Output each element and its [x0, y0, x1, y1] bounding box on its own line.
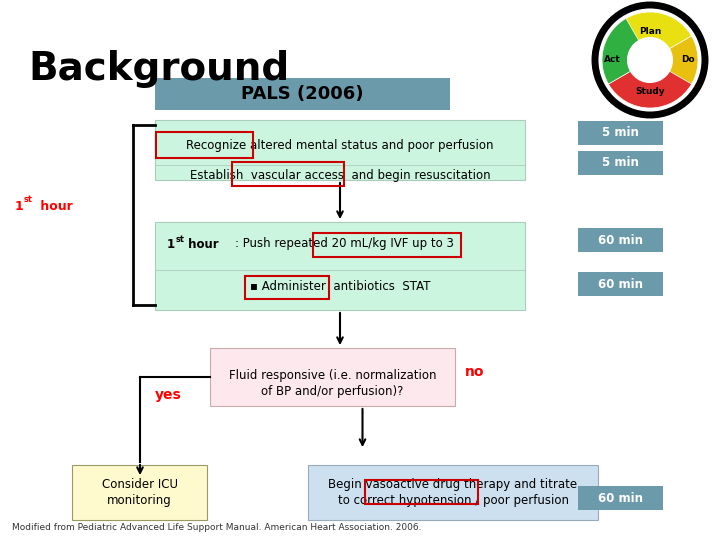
Text: st: st — [176, 235, 185, 245]
Circle shape — [627, 37, 673, 83]
Text: 60 min: 60 min — [598, 278, 642, 291]
Text: 1: 1 — [15, 199, 24, 213]
Bar — [210, 348, 455, 406]
Text: hour: hour — [184, 238, 219, 251]
Text: ▪ Administer  antibiotics  STAT: ▪ Administer antibiotics STAT — [250, 280, 431, 293]
Text: of BP and/or perfusion)?: of BP and/or perfusion)? — [261, 386, 404, 399]
Bar — [308, 465, 598, 520]
Text: to correct hypotension / poor perfusion: to correct hypotension / poor perfusion — [338, 494, 569, 507]
Wedge shape — [650, 36, 698, 102]
Bar — [578, 121, 663, 145]
Text: 1: 1 — [167, 238, 175, 251]
Bar — [365, 480, 478, 504]
Text: hour: hour — [36, 199, 73, 213]
Bar — [245, 276, 329, 299]
Text: Study: Study — [635, 87, 665, 96]
Text: 5 min: 5 min — [602, 157, 639, 170]
Bar — [156, 132, 253, 158]
Wedge shape — [608, 12, 692, 60]
Text: yes: yes — [155, 388, 181, 402]
Wedge shape — [602, 18, 650, 84]
Bar — [313, 233, 461, 257]
Text: : Push repeated 20 mL/kg IVF up to 3: : Push repeated 20 mL/kg IVF up to 3 — [235, 238, 454, 251]
Text: monitoring: monitoring — [107, 494, 172, 507]
Bar — [578, 151, 663, 175]
Bar — [578, 228, 663, 252]
Text: no: no — [465, 365, 485, 379]
Bar — [155, 78, 450, 110]
Text: Establish  vascular access  and begin resuscitation: Establish vascular access and begin resu… — [189, 168, 490, 181]
Text: Consider ICU: Consider ICU — [102, 478, 178, 491]
Bar — [155, 222, 525, 310]
Text: 60 min: 60 min — [598, 233, 642, 246]
Bar — [232, 162, 344, 186]
Text: Background: Background — [28, 50, 289, 88]
Bar — [578, 272, 663, 296]
Text: 5 min: 5 min — [602, 126, 639, 139]
Bar — [155, 120, 525, 180]
Text: Fluid responsive (i.e. normalization: Fluid responsive (i.e. normalization — [229, 368, 436, 381]
Bar — [578, 486, 663, 510]
Text: Modified from Pediatric Advanced Life Support Manual. American Heart Association: Modified from Pediatric Advanced Life Su… — [12, 523, 421, 532]
Text: 60 min: 60 min — [598, 491, 642, 504]
Wedge shape — [608, 60, 692, 108]
Text: Plan: Plan — [639, 26, 661, 36]
Text: st: st — [24, 195, 33, 205]
Text: Begin vasoactive drug therapy and titrate: Begin vasoactive drug therapy and titrat… — [328, 478, 577, 491]
Text: Recognize altered mental status and poor perfusion: Recognize altered mental status and poor… — [186, 138, 494, 152]
Text: Act: Act — [604, 56, 621, 64]
Text: PALS (2006): PALS (2006) — [240, 85, 364, 103]
Bar — [72, 465, 207, 520]
Text: Do: Do — [680, 56, 694, 64]
